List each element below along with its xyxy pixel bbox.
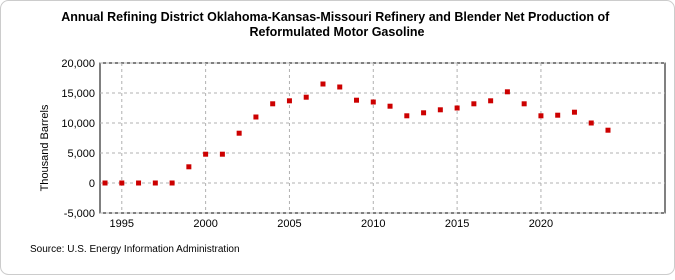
x-tick-label: 2015 [445,218,469,230]
data-point [538,113,544,119]
data-point [404,113,410,119]
data-point [454,105,460,111]
chart-title: Annual Refining District Oklahoma-Kansas… [61,10,612,39]
y-tick-label: 20,000 [61,58,95,70]
data-point [253,114,259,120]
data-point [521,101,527,107]
x-tick-label: 1995 [110,218,134,230]
data-point [555,112,561,118]
data-point [571,109,577,115]
data-point [186,164,192,170]
x-tick-label: 2010 [361,218,385,230]
data-point [286,98,292,104]
data-point [421,110,427,116]
data-point [119,180,125,186]
data-point [471,101,477,107]
data-point [320,81,326,87]
data-point [354,97,360,103]
source: Source: U.S. Energy Information Administ… [30,244,240,255]
data-point [437,107,443,113]
data-point [588,120,594,126]
data-point [236,130,242,136]
x-tick-label: 2000 [193,218,217,230]
y-tick-label: 10,000 [61,118,95,130]
data-point [370,99,376,105]
data-point [169,180,175,186]
data-point [337,84,343,90]
y-tick-label: 0 [89,178,95,190]
x-tick-label: 2020 [529,218,553,230]
y-tick-label: 5,000 [67,148,95,160]
data-point [102,180,108,186]
data-point [303,94,309,100]
data-point [605,127,611,133]
data-point [136,180,142,186]
data-point [152,180,158,186]
x-tick-label: 2005 [277,218,301,230]
y-tick-label: -5,000 [64,208,95,220]
data-point [203,151,209,157]
data-point [387,103,393,109]
data-point [488,98,494,104]
data-point [504,89,510,95]
data-point [270,101,276,107]
y-tick-label: 15,000 [61,88,95,100]
y-axis-label: Thousand Barrels [39,104,51,191]
data-point [219,151,225,157]
